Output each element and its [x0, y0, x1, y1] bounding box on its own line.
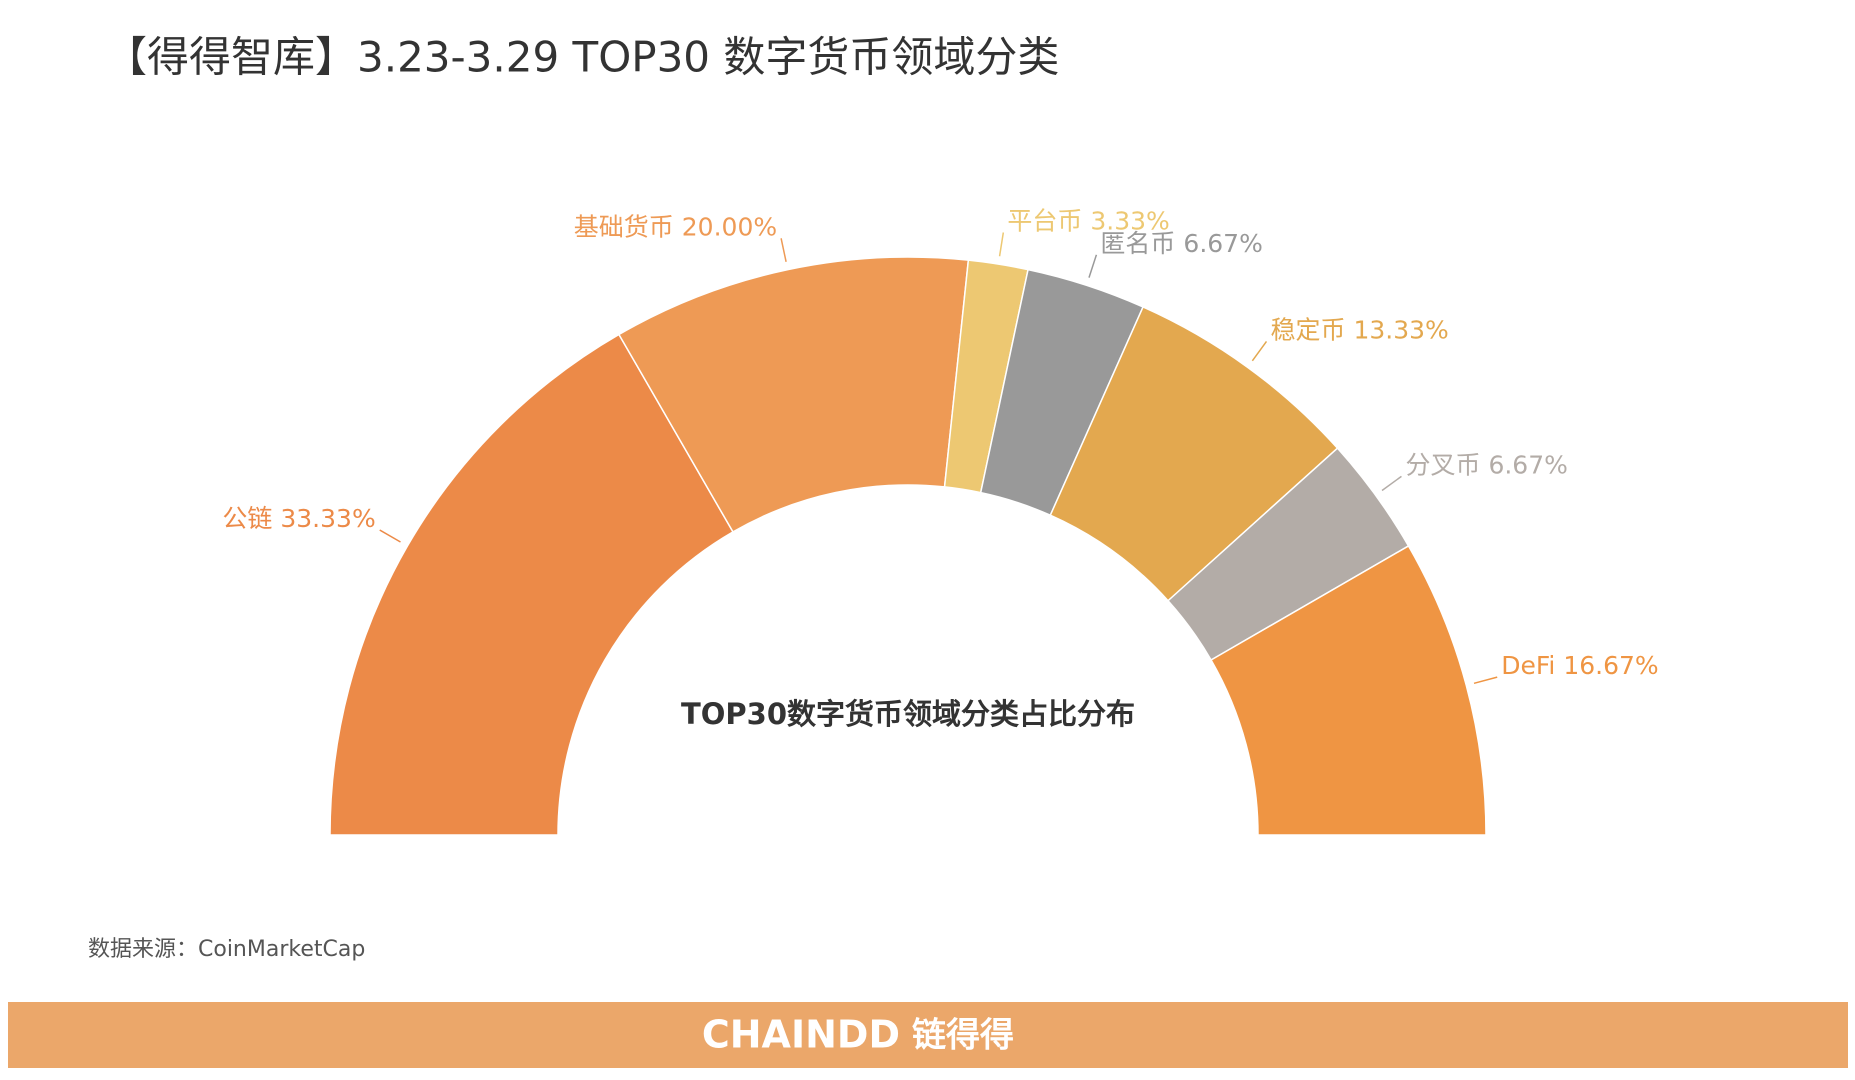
center-title: TOP30数字货币领域分类占比分布: [681, 697, 1135, 731]
leader-line: [780, 238, 787, 262]
footer-brand: CHAINDD: [702, 1013, 900, 1057]
category-label: 基础货币: [574, 212, 674, 241]
slice: [1210, 544, 1487, 836]
value-label: 13.33%: [1353, 315, 1448, 344]
slice-label: 公链 33.33%: [222, 504, 375, 533]
category-label: DeFi: [1501, 651, 1555, 680]
leader-line: [998, 232, 1005, 257]
source: 数据来源：CoinMarketCap: [88, 937, 365, 962]
leader-line: [379, 529, 401, 543]
slice-label: 稳定币 13.33%: [1270, 315, 1448, 344]
value-label: 3.33%: [1090, 206, 1169, 235]
value-label: 16.67%: [1563, 651, 1658, 680]
page-title: 【得得智库】3.23-3.29 TOP30 数字货币领域分类: [105, 33, 1059, 82]
leader-line: [1381, 475, 1402, 492]
leader-line: [1251, 341, 1268, 362]
footer-banner: [8, 1002, 1848, 1068]
value-label: 20.00%: [682, 212, 777, 241]
category-label: 分叉币: [1405, 450, 1480, 479]
category-label: 匿名币: [1100, 229, 1175, 258]
slice-label: 分叉币 6.67%: [1405, 450, 1567, 479]
category-label: 平台币: [1007, 206, 1082, 235]
slice-label: 匿名币 6.67%: [1100, 229, 1262, 258]
category-label: 稳定币: [1270, 315, 1345, 344]
leader-line: [1473, 676, 1498, 685]
footer-brand-cn: 链得得: [912, 1016, 1014, 1056]
category-label: 公链: [222, 504, 272, 533]
value-label: 6.67%: [1488, 450, 1567, 479]
value-label: 6.67%: [1183, 229, 1262, 258]
slice-label: 平台币 3.33%: [1007, 206, 1169, 235]
leader-line: [1088, 254, 1098, 278]
slice: [329, 333, 734, 836]
slice-label: DeFi 16.67%: [1501, 651, 1658, 680]
value-label: 33.33%: [280, 504, 375, 533]
slice-label: 基础货币 20.00%: [574, 212, 777, 241]
